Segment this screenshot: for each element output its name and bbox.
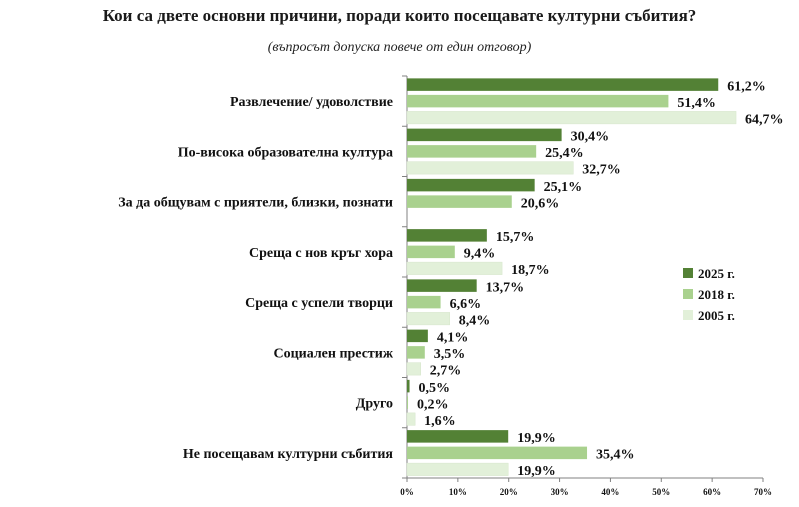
bar (407, 279, 477, 292)
data-label: 51,4% (677, 96, 716, 111)
data-label: 25,1% (544, 180, 583, 195)
x-tick-label: 40% (601, 487, 619, 497)
bar (406, 412, 416, 426)
legend-swatch (683, 289, 693, 299)
category-label: По-висока образователна култура (178, 145, 393, 160)
data-label: 32,7% (582, 163, 621, 178)
bar (407, 396, 409, 409)
bar (406, 161, 574, 175)
data-label: 1,6% (424, 414, 456, 429)
bar (407, 78, 719, 91)
category-label: Не посещавам културни събития (183, 447, 394, 462)
bar (407, 229, 487, 242)
bar (406, 462, 509, 476)
chart-subtitle: (въпросът допуска повече от един отговор… (267, 40, 532, 55)
legend-label: 2025 г. (698, 266, 735, 281)
data-label: 20,6% (521, 196, 560, 211)
legend-swatch (683, 268, 693, 278)
data-label: 0,5% (419, 381, 451, 396)
data-label: 2,7% (430, 364, 462, 379)
x-tick-label: 50% (652, 487, 670, 497)
bar (407, 430, 509, 443)
category-label: Друго (356, 397, 393, 412)
bar (407, 145, 537, 158)
category-label: За да общувам с приятели, близки, познат… (118, 196, 393, 211)
bar (407, 94, 669, 108)
chart-title: Кои са двете основни причини, поради кои… (102, 6, 697, 25)
bar (406, 261, 503, 275)
bar (407, 379, 410, 393)
data-label: 61,2% (727, 79, 766, 94)
x-tick-label: 20% (500, 487, 518, 497)
data-label: 9,4% (464, 247, 496, 262)
data-label: 0,2% (417, 397, 449, 412)
data-label: 4,1% (437, 331, 469, 346)
data-label: 30,4% (571, 130, 610, 145)
bar (406, 362, 421, 376)
category-label: Среща с успели творци (245, 296, 393, 311)
bar (407, 245, 455, 259)
data-label: 19,9% (517, 431, 556, 446)
bar (407, 295, 441, 309)
bar (407, 329, 428, 343)
x-tick-label: 60% (703, 487, 721, 497)
data-label: 18,7% (511, 263, 550, 278)
data-label: 35,4% (596, 448, 635, 463)
data-label: 19,9% (517, 464, 556, 479)
x-tick-label: 10% (449, 487, 467, 497)
x-tick-label: 30% (551, 487, 569, 497)
data-label: 64,7% (745, 112, 784, 127)
x-tick-label: 70% (754, 487, 772, 497)
data-label: 8,4% (459, 313, 491, 328)
x-tick-label: 0% (400, 487, 414, 497)
bar (406, 111, 737, 125)
bar (407, 128, 562, 142)
category-label: Среща с нов кръг хора (249, 246, 393, 261)
data-label: 13,7% (486, 280, 525, 295)
data-label: 6,6% (450, 297, 482, 312)
bar (407, 195, 512, 208)
bar (406, 312, 450, 326)
bar (407, 446, 588, 460)
legend-label: 2018 г. (698, 287, 735, 302)
bar (407, 178, 535, 192)
data-label: 25,4% (545, 146, 584, 161)
category-label: Развлечение/ удоволствие (230, 95, 393, 110)
legend-swatch (683, 310, 693, 320)
legend-label: 2005 г. (698, 308, 735, 323)
data-label: 15,7% (496, 230, 535, 245)
data-label: 3,5% (434, 347, 466, 362)
category-label: Социален престиж (273, 346, 393, 361)
bar (407, 346, 425, 359)
